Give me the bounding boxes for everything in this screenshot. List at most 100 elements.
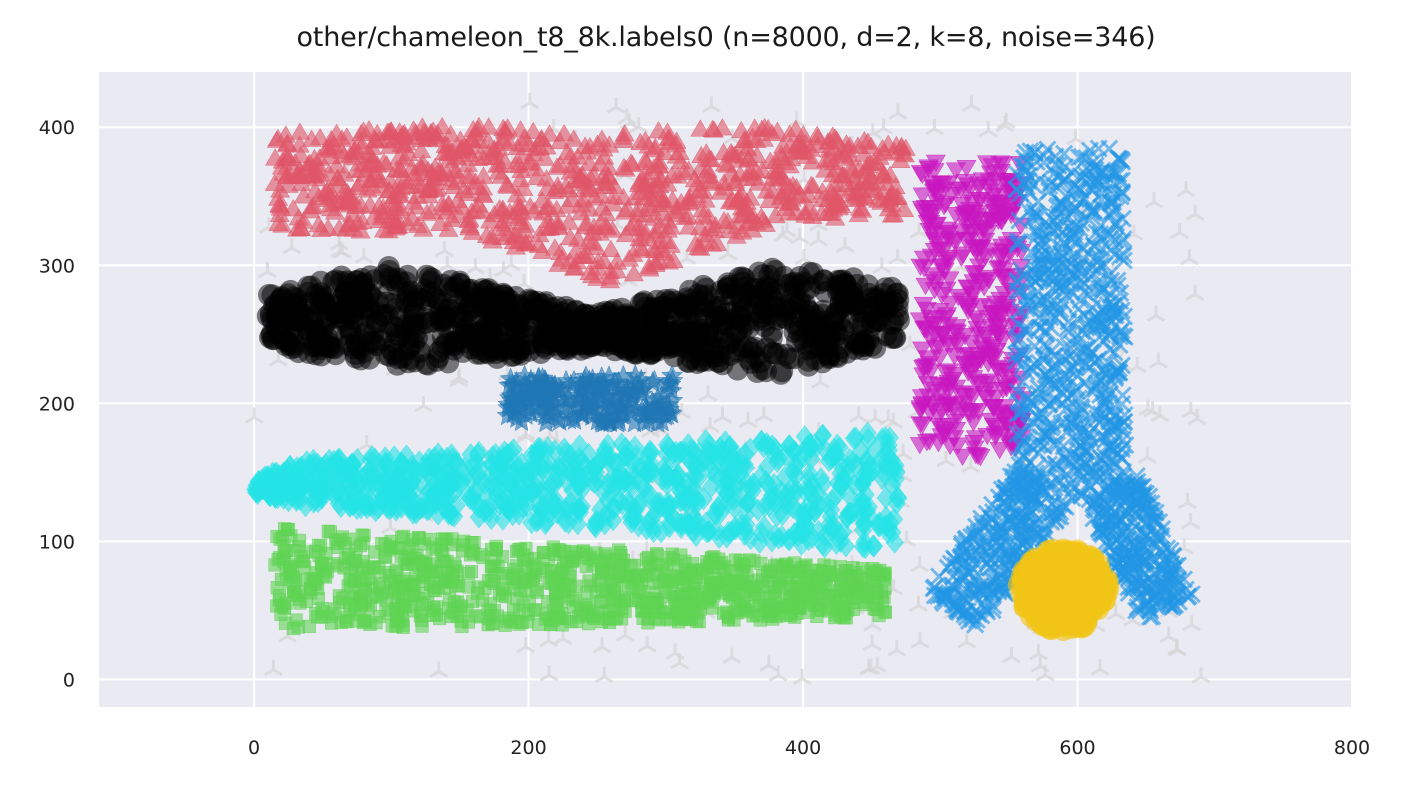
data-point <box>617 306 640 329</box>
data-point <box>282 238 302 255</box>
data-point <box>440 532 454 546</box>
data-point <box>698 207 719 225</box>
data-point <box>644 158 665 176</box>
data-point <box>462 222 483 240</box>
data-point <box>753 129 774 147</box>
data-point <box>658 252 679 270</box>
data-point <box>617 108 637 125</box>
data-point <box>613 187 634 206</box>
data-point <box>563 129 584 147</box>
data-point <box>1144 192 1164 209</box>
data-point <box>375 536 389 551</box>
data-point <box>758 119 779 137</box>
data-point <box>613 127 634 145</box>
data-point <box>360 154 381 172</box>
data-point <box>514 220 535 239</box>
data-point <box>300 201 321 219</box>
data-point <box>333 297 356 320</box>
data-point <box>394 135 415 154</box>
data-point <box>878 605 892 619</box>
data-point <box>793 601 807 615</box>
data-point <box>346 270 368 293</box>
data-point <box>507 137 528 155</box>
data-point <box>526 167 547 186</box>
data-point <box>701 96 721 113</box>
data-point <box>1185 284 1205 301</box>
data-point <box>876 295 899 318</box>
data-point <box>297 281 320 304</box>
data-point <box>776 561 790 576</box>
data-point <box>704 306 727 329</box>
data-point <box>737 560 751 574</box>
data-point <box>404 301 427 324</box>
data-point <box>749 351 772 374</box>
data-point <box>355 528 369 542</box>
data-point <box>305 180 326 199</box>
data-point <box>449 205 470 224</box>
data-point <box>465 136 486 154</box>
data-point <box>497 176 519 194</box>
data-point <box>323 525 337 539</box>
data-point <box>291 218 312 237</box>
data-point <box>302 164 323 182</box>
data-point <box>763 563 777 577</box>
data-point <box>418 266 441 289</box>
data-point <box>521 290 544 313</box>
data-point <box>605 572 619 587</box>
data-point <box>574 173 595 191</box>
data-point <box>413 396 433 413</box>
data-point <box>327 176 348 194</box>
data-point <box>771 186 792 204</box>
data-point <box>528 235 549 253</box>
data-point <box>451 340 474 363</box>
data-point <box>551 611 565 625</box>
data-point <box>791 134 812 152</box>
data-point <box>666 131 687 149</box>
data-point <box>412 530 426 545</box>
data-point <box>466 200 487 218</box>
data-point <box>978 121 998 138</box>
data-point <box>497 338 520 360</box>
data-point <box>350 131 371 150</box>
data-point <box>748 261 770 284</box>
data-point <box>311 332 334 355</box>
cluster-1 <box>256 256 910 385</box>
data-point <box>600 239 621 257</box>
data-point <box>668 293 691 316</box>
data-point <box>888 248 908 265</box>
data-point <box>671 558 685 572</box>
data-point <box>678 217 699 235</box>
data-point <box>451 138 472 156</box>
data-point <box>515 324 538 347</box>
data-point <box>759 655 779 672</box>
data-point <box>283 564 297 578</box>
data-point <box>617 199 638 217</box>
data-point <box>1150 405 1170 423</box>
data-point <box>570 614 584 629</box>
data-point <box>509 544 524 558</box>
data-point <box>606 97 626 114</box>
data-point <box>822 194 844 213</box>
data-point <box>771 168 792 186</box>
data-point <box>278 175 299 193</box>
data-point <box>607 591 621 605</box>
data-point <box>676 571 690 585</box>
data-point <box>432 194 453 212</box>
data-point <box>724 322 747 345</box>
data-point <box>343 219 364 237</box>
data-point <box>599 270 621 289</box>
data-point <box>333 595 347 610</box>
data-point <box>751 305 773 328</box>
data-point <box>278 148 299 166</box>
data-point <box>867 573 882 587</box>
data-point <box>855 186 876 204</box>
data-point <box>768 665 788 682</box>
data-point <box>849 406 869 423</box>
data-point <box>1148 352 1168 369</box>
data-point <box>722 647 742 664</box>
data-point <box>472 184 493 202</box>
data-point <box>704 220 725 238</box>
data-point <box>686 352 709 374</box>
data-point <box>637 169 658 187</box>
